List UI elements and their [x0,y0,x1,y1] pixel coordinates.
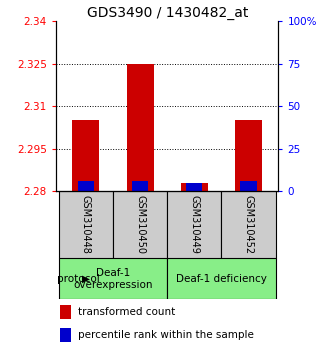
Bar [126,64,154,191]
Bar [181,183,208,191]
Text: Deaf-1 deficiency: Deaf-1 deficiency [176,274,267,284]
Text: GSM310448: GSM310448 [81,195,91,254]
Bar [78,181,94,191]
Text: GSM310449: GSM310449 [189,195,199,254]
Title: GDS3490 / 1430482_at: GDS3490 / 1430482_at [86,6,248,20]
Bar [59,191,113,258]
Bar [60,327,71,342]
Bar [221,191,276,258]
Text: Deaf-1
overexpression: Deaf-1 overexpression [73,268,153,290]
Text: protocol: protocol [57,274,100,284]
Text: ▶: ▶ [82,274,90,284]
Bar [132,181,148,191]
Bar [113,191,167,258]
Bar [167,191,221,258]
Bar [167,258,276,299]
Bar [72,120,100,191]
Bar [60,304,71,319]
Bar [186,183,203,191]
Text: percentile rank within the sample: percentile rank within the sample [78,330,254,340]
Text: transformed count: transformed count [78,307,175,317]
Bar [235,120,262,191]
Bar [240,181,257,191]
Bar [59,258,167,299]
Text: GSM310450: GSM310450 [135,195,145,254]
Text: GSM310452: GSM310452 [244,195,253,255]
